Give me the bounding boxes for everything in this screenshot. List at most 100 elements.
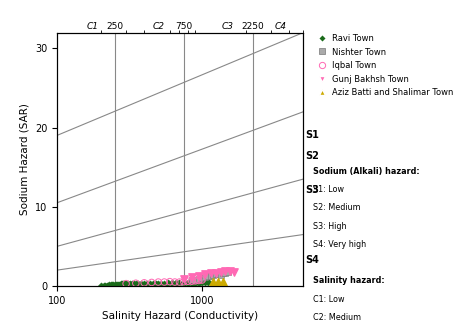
Point <box>122 282 130 287</box>
Point <box>184 280 191 285</box>
Text: S3: S3 <box>306 185 319 195</box>
Point <box>100 283 108 288</box>
Point <box>148 280 155 285</box>
Text: S2: S2 <box>306 151 319 161</box>
Point <box>161 280 168 285</box>
Point <box>104 283 112 288</box>
Point <box>217 269 225 274</box>
Point <box>161 281 168 286</box>
Point <box>109 283 117 288</box>
Point <box>215 271 222 277</box>
Point <box>127 282 134 287</box>
Point <box>112 283 119 288</box>
Point <box>176 280 183 285</box>
Point <box>219 280 227 285</box>
Point <box>188 275 195 280</box>
Point <box>140 281 148 286</box>
Point <box>120 282 128 287</box>
Point <box>201 280 209 285</box>
Point <box>113 283 121 288</box>
Point <box>140 280 148 285</box>
Point <box>108 283 116 288</box>
Point <box>132 282 140 287</box>
Point <box>204 274 212 279</box>
Text: Sodium (Alkali) hazard:: Sodium (Alkali) hazard: <box>313 167 420 176</box>
Point <box>116 283 123 288</box>
Point <box>204 280 212 285</box>
Text: S1: S1 <box>306 130 319 140</box>
Point <box>130 282 138 287</box>
Point <box>195 280 202 285</box>
Point <box>221 268 229 274</box>
Point <box>198 276 206 281</box>
Point <box>152 281 160 286</box>
Point <box>180 279 188 284</box>
Point <box>207 271 215 276</box>
Text: S4: S4 <box>306 255 319 265</box>
Point <box>207 273 215 278</box>
Point <box>128 282 136 287</box>
Point <box>111 283 118 288</box>
Point <box>230 269 237 275</box>
Point <box>155 281 162 286</box>
Point <box>118 282 126 287</box>
Point <box>119 282 127 287</box>
X-axis label: Salinity Hazard (Conductivity): Salinity Hazard (Conductivity) <box>102 311 258 321</box>
Point <box>115 283 122 288</box>
Point <box>201 271 209 277</box>
Point <box>122 281 130 286</box>
Point <box>180 276 188 281</box>
Point <box>195 273 202 278</box>
Point <box>212 271 220 277</box>
Point <box>121 282 129 287</box>
Point <box>103 283 110 288</box>
Point <box>217 272 225 278</box>
Point <box>191 278 199 283</box>
Point <box>97 283 104 288</box>
Point <box>191 277 199 282</box>
Point <box>124 282 132 287</box>
Point <box>210 280 217 285</box>
Point <box>168 280 176 285</box>
Text: C2: Medium: C2: Medium <box>313 313 361 322</box>
Point <box>198 278 206 283</box>
Point <box>212 270 220 275</box>
Legend: Ravi Town, Nishter Town, Iqbal Town, Gunj Bakhsh Town, Aziz Batti and Shalimar T: Ravi Town, Nishter Town, Iqbal Town, Gun… <box>318 34 453 98</box>
Point <box>210 272 217 278</box>
Point <box>176 280 183 285</box>
Text: S1: Low: S1: Low <box>313 185 344 194</box>
Point <box>195 278 202 283</box>
Point <box>155 280 162 285</box>
Point <box>172 280 180 285</box>
Point <box>191 280 199 285</box>
Point <box>224 269 231 274</box>
Point <box>198 280 206 285</box>
Point <box>195 276 202 281</box>
Point <box>219 271 227 276</box>
Point <box>201 275 209 280</box>
Point <box>184 279 191 284</box>
Point <box>180 280 188 285</box>
Point <box>188 279 195 284</box>
Point <box>166 279 173 284</box>
Point <box>107 283 115 288</box>
Text: S2: Medium: S2: Medium <box>313 203 361 212</box>
Point <box>146 281 154 286</box>
Point <box>188 280 195 285</box>
Point <box>171 280 179 285</box>
Point <box>164 280 172 285</box>
Y-axis label: Sodium Hazard (SAR): Sodium Hazard (SAR) <box>19 103 29 215</box>
Point <box>137 281 145 286</box>
Point <box>144 281 151 286</box>
Point <box>117 282 124 287</box>
Point <box>106 283 113 288</box>
Point <box>221 270 229 275</box>
Point <box>132 280 140 286</box>
Text: S3: High: S3: High <box>313 222 346 231</box>
Point <box>101 283 109 288</box>
Point <box>134 281 141 286</box>
Point <box>226 269 233 274</box>
Point <box>188 278 195 283</box>
Text: Salinity hazard:: Salinity hazard: <box>313 276 385 285</box>
Text: C1: Low: C1: Low <box>313 295 345 304</box>
